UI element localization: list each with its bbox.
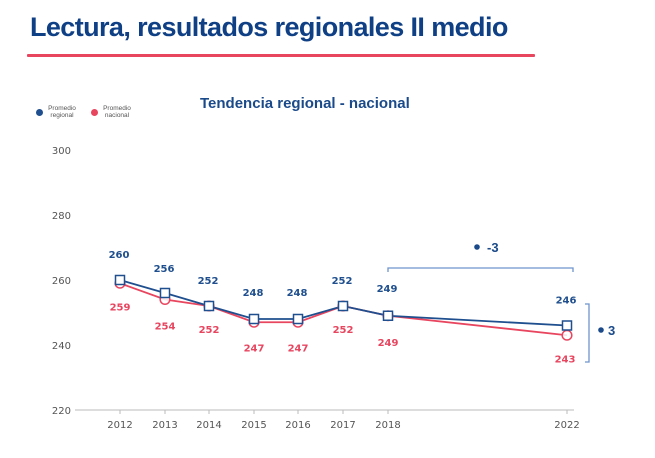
marker-regional-2016: [292, 313, 304, 325]
marker-regional-2022: [561, 320, 573, 331]
series-line-regional: [119, 279, 568, 327]
marker-regional-2013: [159, 287, 171, 299]
x-tick-label-2014: 2014: [196, 420, 221, 431]
title-underline: [27, 54, 535, 57]
data-label-nacional-2017: 252: [333, 325, 354, 336]
chart-legend: Promedio regional Promedio nacional: [36, 105, 132, 119]
data-label-regional-2015: 248: [243, 288, 264, 299]
annotation-label-vertical: 3: [608, 323, 615, 338]
marker-regional-2015: [248, 313, 260, 325]
data-label-regional-2016: 248: [287, 288, 308, 299]
x-tick-label-2013: 2013: [152, 420, 177, 431]
data-label-regional-2013: 256: [154, 264, 175, 275]
legend-label-regional-line2: regional: [50, 112, 74, 119]
annotation-label-horizontal: -3: [487, 240, 499, 255]
legend-label-nacional-line1: Promedio: [103, 105, 131, 112]
legend-item-regional: Promedio regional: [36, 105, 77, 119]
marker-regional-2014: [203, 300, 215, 312]
data-label-regional-2018: 249: [377, 284, 398, 295]
chart-title: Tendencia regional - nacional: [200, 95, 410, 112]
y-tick-label-240: 240: [52, 341, 71, 352]
bracket-horizontal: [387, 267, 574, 272]
y-tick-label-280: 280: [52, 211, 71, 222]
x-tick-label-2016: 2016: [285, 420, 310, 431]
y-tick-label-220: 220: [52, 406, 71, 417]
data-label-nacional-2022: 243: [555, 354, 576, 365]
x-tick-label-2018: 2018: [375, 420, 400, 431]
x-tick-label-2022: 2022: [554, 420, 579, 431]
legend-label-nacional: Promedio nacional: [102, 105, 132, 119]
annotation-dot-horizontal: [474, 244, 480, 250]
page-title: Lectura, resultados regionales II medio: [30, 12, 508, 42]
y-tick-label-300: 300: [52, 146, 71, 157]
legend-dot-regional: [36, 108, 43, 116]
legend-item-nacional: Promedio nacional: [91, 105, 132, 119]
data-label-nacional-2018: 249: [378, 338, 399, 349]
legend-dot-nacional: [91, 108, 98, 116]
data-label-regional-2014: 252: [198, 276, 219, 287]
marker-regional-2018: [382, 310, 394, 321]
x-tick-label-2012: 2012: [107, 420, 132, 431]
legend-label-regional: Promedio regional: [47, 105, 77, 119]
data-label-regional-2022: 246: [556, 296, 577, 307]
data-label-nacional-2013: 254: [155, 322, 176, 333]
marker-nacional-2022: [561, 329, 573, 341]
annotation-dot-vertical: [598, 327, 604, 333]
data-label-nacional-2012: 259: [110, 302, 131, 313]
marker-regional-2012: [114, 274, 126, 286]
x-tick-label-2017: 2017: [330, 420, 355, 431]
data-label-nacional-2014: 252: [199, 325, 220, 336]
legend-label-nacional-line2: nacional: [104, 112, 130, 119]
legend-label-regional-line1: Promedio: [48, 105, 76, 112]
data-label-regional-2017: 252: [332, 276, 353, 287]
data-label-nacional-2015: 247: [244, 343, 265, 354]
marker-regional-2017: [337, 300, 349, 312]
bracket-vertical: [585, 303, 590, 363]
data-label-regional-2012: 260: [109, 250, 130, 261]
x-tick-label-2015: 2015: [241, 420, 266, 431]
y-tick-label-260: 260: [52, 276, 71, 287]
data-label-nacional-2016: 247: [288, 343, 309, 354]
